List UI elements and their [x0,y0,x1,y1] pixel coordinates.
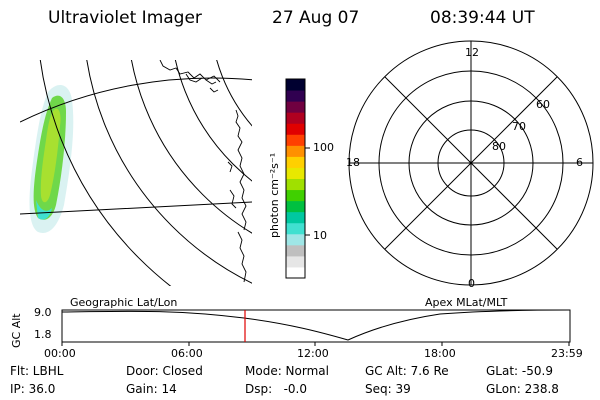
glat-info: GLat: -50.9 [486,364,553,378]
orbit-plot [61,309,571,346]
colorbar-cell [286,178,305,191]
gc-alt-axis-label: GC Alt [10,313,23,348]
apex-label: Apex MLat/MLT [425,296,508,309]
ip-info: IP: 36.0 [10,382,56,396]
dsp-info: Dsp: -0.0 [245,382,308,396]
colorbar-cell [286,244,305,257]
colorbar-cell [286,200,305,213]
x-tick-0600: 06:00 [171,347,203,360]
coastline [159,60,247,283]
colorbar-tick-100: 100 [313,141,334,154]
geographic-label: Geographic Lat/Lon [70,296,178,309]
x-tick-1200: 12:00 [297,347,329,360]
y-tick-1-8: 1.8 [34,328,52,341]
map-grid [20,60,252,286]
mlt-label-0: 0 [468,277,475,290]
colorbar-tick-10: 10 [313,229,327,242]
geographic-map [20,60,252,286]
colorbar-cell [286,222,305,235]
time-label: 08:39:44 UT [430,8,535,28]
filter-info: Flt: LBHL [10,364,64,378]
y-tick-9: 9.0 [34,306,52,319]
x-tick-1800: 18:00 [424,347,456,360]
date-label: 27 Aug 07 [272,8,360,28]
x-tick-0000: 00:00 [44,347,76,360]
colorbar-cell [286,266,305,279]
colorbar-cell [286,101,305,113]
colorbar-cell [286,112,305,124]
mlat-label-70: 70 [512,120,526,133]
colorbar-cell [286,90,305,102]
glon-info: GLon: 238.8 [486,382,559,396]
colorbar-cell [286,189,305,202]
mlt-label-12: 12 [465,46,479,59]
colorbar-cell [286,123,305,135]
color-scale [285,78,310,279]
x-tick-2359: 23:59 [551,347,583,360]
gain-info: Gain: 14 [126,382,177,396]
mlt-label-18: 18 [346,156,360,169]
instrument-title: Ultraviolet Imager [48,8,202,28]
colorbar-unit-label: photon cm⁻²s⁻¹ [268,152,281,238]
mlat-label-60: 60 [536,98,550,111]
mode-info: Mode: Normal [245,364,329,378]
mlat-label-80: 80 [492,140,506,153]
colorbar-cell [286,134,305,146]
colorbar-cell [286,233,305,246]
colorbar-cell [286,211,305,224]
door-info: Door: Closed [126,364,203,378]
gc-alt-info: GC Alt: 7.6 Re [365,364,449,378]
colorbar-cell [286,167,305,179]
auroral-emission-core [40,108,61,203]
colorbar-cell [286,156,305,168]
colorbar-cell [286,79,305,91]
mlt-label-6: 6 [576,156,583,169]
polar-plot [348,40,594,286]
colorbar-cell [286,145,305,157]
colorbar-cell [286,255,305,268]
seq-info: Seq: 39 [365,382,411,396]
auroral-emission-edge [36,200,52,220]
